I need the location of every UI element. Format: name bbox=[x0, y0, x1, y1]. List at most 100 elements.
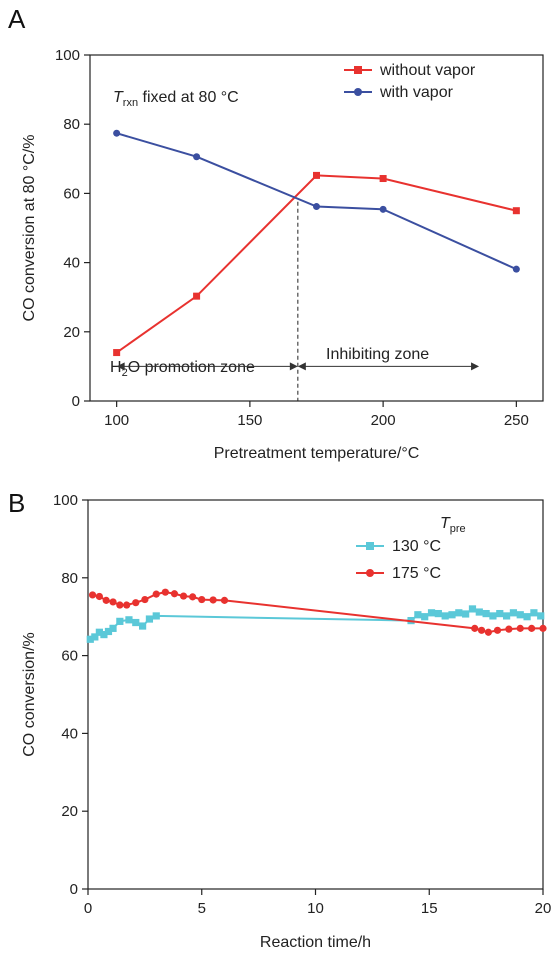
data-point bbox=[379, 175, 387, 183]
series-0 bbox=[113, 171, 520, 357]
series-line bbox=[116, 132, 517, 271]
zone1-sub: 2 bbox=[122, 367, 128, 379]
x-tick-label: 0 bbox=[84, 900, 92, 917]
data-point bbox=[109, 598, 117, 606]
data-point bbox=[125, 616, 133, 624]
x-axis-label: Pretreatment temperature/°C bbox=[214, 445, 420, 462]
plot-frame bbox=[87, 499, 544, 890]
zone1-post: O promotion zone bbox=[128, 359, 255, 376]
data-point bbox=[313, 203, 320, 211]
data-point bbox=[509, 609, 518, 617]
data-point bbox=[379, 205, 387, 213]
data-point bbox=[113, 129, 121, 137]
x-tick-label: 150 bbox=[237, 412, 262, 429]
x-tick-label: 20 bbox=[535, 900, 552, 917]
data-point bbox=[505, 625, 513, 633]
data-point bbox=[489, 612, 497, 620]
data-point bbox=[434, 609, 442, 618]
data-point bbox=[104, 627, 113, 636]
y-tick-label: 40 bbox=[63, 255, 80, 272]
x-axis-label: Reaction time/h bbox=[260, 934, 371, 951]
panel-b: 0 5 10 15 20 0 20 40 60 80 100 Reaction time/h CO co… bbox=[21, 492, 551, 951]
y-tick-label: 100 bbox=[55, 47, 80, 64]
panel-a-label: A bbox=[8, 4, 26, 34]
data-point bbox=[145, 615, 154, 623]
data-point bbox=[496, 609, 504, 618]
data-point bbox=[516, 611, 524, 619]
data-point bbox=[427, 609, 436, 617]
y-tick-label: 20 bbox=[61, 803, 78, 820]
data-point bbox=[152, 612, 160, 620]
data-point bbox=[189, 593, 197, 601]
data-point bbox=[482, 609, 490, 618]
data-point bbox=[528, 624, 536, 632]
data-point bbox=[152, 590, 160, 598]
legend-marker bbox=[354, 88, 362, 96]
legend-marker bbox=[366, 569, 374, 577]
x-tick-label: 15 bbox=[421, 900, 438, 917]
data-point bbox=[516, 624, 524, 632]
legend-marker bbox=[354, 66, 362, 74]
data-point bbox=[220, 596, 229, 604]
data-point bbox=[161, 588, 169, 596]
zone1-pre: H bbox=[110, 359, 122, 376]
data-point bbox=[198, 595, 206, 604]
condition-T: T bbox=[113, 89, 124, 106]
data-point bbox=[179, 592, 188, 600]
zone-inhibiting-label: Inhibiting zone bbox=[326, 346, 429, 363]
data-point bbox=[193, 292, 201, 300]
legend-marker bbox=[366, 542, 374, 550]
legend-b-sub: pre bbox=[450, 523, 466, 535]
data-point bbox=[113, 349, 121, 357]
data-point bbox=[209, 596, 217, 604]
data-point bbox=[539, 624, 547, 632]
arrowhead-left bbox=[297, 362, 306, 371]
x-tick-label: 100 bbox=[104, 412, 129, 429]
legend-b-T: T bbox=[440, 515, 451, 532]
data-point bbox=[448, 611, 456, 619]
data-point bbox=[313, 171, 320, 179]
arrowhead-right bbox=[471, 362, 480, 371]
series-0 bbox=[86, 605, 545, 643]
y-axis-label: CO conversion at 80 °C/% bbox=[21, 135, 38, 322]
data-point bbox=[421, 613, 429, 621]
legend-label: 130 °C bbox=[392, 538, 441, 555]
y-tick-label: 60 bbox=[61, 648, 78, 665]
arrowhead-right bbox=[289, 362, 298, 371]
data-point bbox=[88, 591, 97, 599]
data-point bbox=[530, 609, 538, 617]
plot-frame bbox=[89, 54, 544, 402]
data-point bbox=[100, 630, 108, 639]
data-point bbox=[455, 609, 463, 617]
data-point bbox=[477, 626, 486, 634]
data-point bbox=[493, 626, 502, 634]
arrowhead-left bbox=[116, 362, 125, 371]
data-point bbox=[132, 599, 140, 607]
data-point bbox=[468, 605, 477, 613]
data-point bbox=[86, 635, 94, 643]
legend-label: without vapor bbox=[379, 62, 476, 79]
y-tick-label: 0 bbox=[70, 881, 78, 898]
data-point bbox=[523, 613, 531, 621]
data-point bbox=[512, 207, 520, 215]
data-point bbox=[132, 618, 140, 627]
y-tick-label: 40 bbox=[61, 725, 78, 742]
data-point bbox=[170, 590, 179, 598]
condition-rest: fixed at 80 °C bbox=[138, 89, 239, 106]
data-point bbox=[484, 628, 492, 636]
panel-b-label: B bbox=[8, 488, 25, 518]
data-point bbox=[116, 617, 124, 625]
y-tick-label: 0 bbox=[72, 393, 80, 410]
legend-label: with vapor bbox=[379, 84, 454, 101]
data-point bbox=[102, 596, 110, 604]
data-point bbox=[95, 628, 103, 636]
series-line bbox=[116, 174, 517, 354]
data-point bbox=[414, 611, 422, 619]
y-axis-label: CO conversion/% bbox=[21, 632, 38, 757]
x-tick-label: 5 bbox=[198, 900, 206, 917]
y-tick-label: 80 bbox=[61, 570, 78, 587]
x-tick-label: 250 bbox=[504, 412, 529, 429]
data-point bbox=[503, 612, 511, 620]
x-tick-label: 10 bbox=[307, 900, 324, 917]
